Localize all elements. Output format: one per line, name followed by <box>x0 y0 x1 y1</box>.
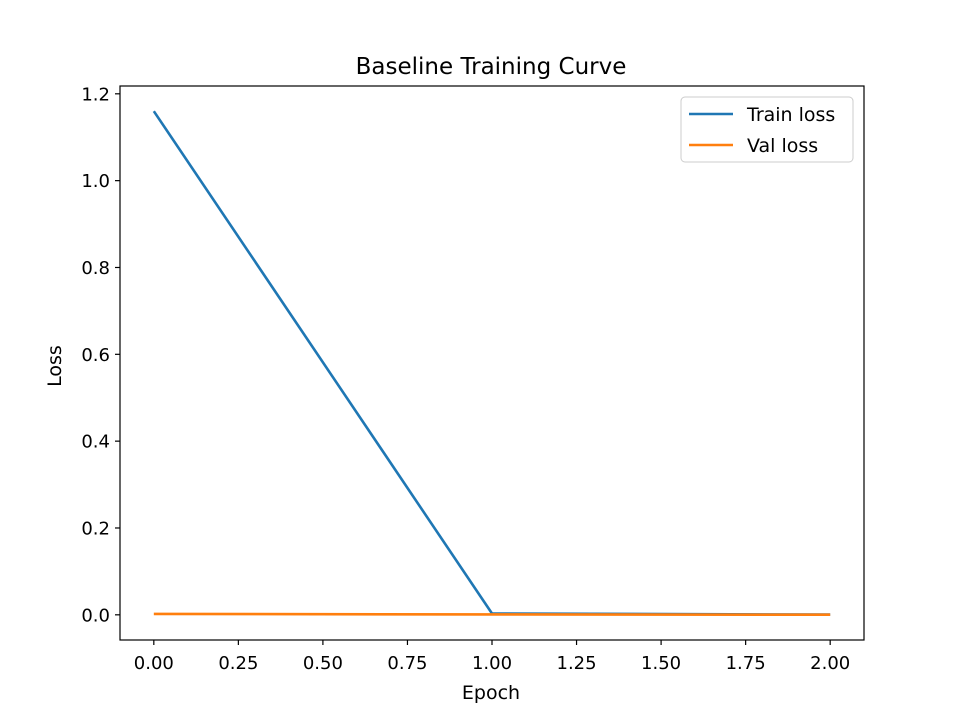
x-tick-label: 0.00 <box>134 653 174 674</box>
x-tick-label: 0.50 <box>303 653 343 674</box>
x-axis-label: Epoch <box>462 682 520 704</box>
x-tick-label: 1.25 <box>557 653 597 674</box>
series-layer <box>152 110 831 616</box>
series-line-2 <box>153 612 831 616</box>
x-tick-label: 1.75 <box>726 653 766 674</box>
y-tick-label: 0.4 <box>81 432 110 453</box>
chart-title: Baseline Training Curve <box>356 54 627 80</box>
y-tick-label: 0.2 <box>81 518 110 539</box>
x-tick-label: 1.50 <box>641 653 681 674</box>
axes-frame <box>119 85 865 641</box>
y-tick-label: 0.6 <box>81 345 110 366</box>
legend-label: Val loss <box>747 135 818 157</box>
legend-label: Train loss <box>746 104 835 126</box>
y-tick-label: 1.0 <box>81 171 110 192</box>
x-tick-label: 0.75 <box>387 653 427 674</box>
series-line-1 <box>152 110 831 616</box>
x-tick-label: 2.00 <box>810 653 850 674</box>
y-axis-ticks: 0.0 0.2 0.4 0.6 0.8 1.0 1.2 <box>81 84 120 626</box>
x-tick-label: 0.25 <box>218 653 258 674</box>
y-tick-label: 0.8 <box>81 258 110 279</box>
y-tick-label: 0.0 <box>81 605 110 626</box>
legend: Train loss Val loss <box>680 96 854 163</box>
x-tick-label: 1.00 <box>472 653 512 674</box>
plot-area: 0.00 0.25 0.50 0.75 1.00 1.25 1.50 1.75 2.00 0.0… <box>81 84 865 674</box>
y-tick-label: 1.2 <box>81 84 110 105</box>
y-axis-label: Loss <box>44 345 66 387</box>
x-axis-ticks: 0.00 0.25 0.50 0.75 1.00 1.25 1.50 1.75 2.00 <box>134 640 850 674</box>
